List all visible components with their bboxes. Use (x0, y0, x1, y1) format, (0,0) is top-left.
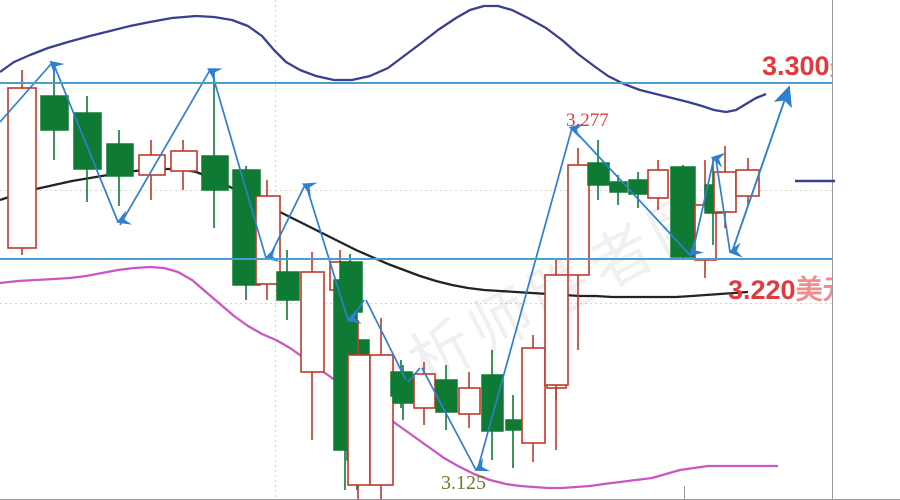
candle (435, 365, 458, 430)
candle (481, 350, 504, 460)
candle (73, 96, 102, 202)
current-price-marker (795, 179, 835, 183)
candle (7, 70, 37, 255)
candle (647, 160, 669, 210)
price-axis[interactable]: 3.300 3.250 3.200 (832, 0, 900, 500)
resistance-line-3300[interactable] (0, 82, 832, 84)
candle (201, 70, 229, 228)
axis-divider (832, 0, 833, 500)
candle (544, 260, 569, 450)
candle (458, 372, 481, 428)
support-annotation-value: 3.220 (728, 275, 796, 305)
bollinger-upper-band (0, 4, 767, 114)
candle (609, 175, 628, 205)
bollinger-lower-band (0, 265, 778, 490)
candle (369, 318, 394, 500)
swing-high-annotation: 3.277 (566, 110, 609, 131)
bottom-axis-tick (684, 486, 685, 500)
candle (587, 140, 610, 200)
candle (276, 250, 300, 320)
candle (521, 335, 546, 462)
chart-plot-area[interactable]: 分析师胜者圈 (0, 0, 832, 500)
resistance-annotation-value: 3.300 (762, 51, 830, 81)
support-line-3220[interactable] (0, 258, 832, 260)
candle (505, 395, 522, 468)
gridline-horizontal-3250 (0, 190, 832, 191)
trend-zigzag-lines (0, 60, 743, 472)
moving-average-line (0, 167, 749, 299)
swing-low-annotation: 3.125 (441, 472, 486, 494)
chart-series-layer (0, 4, 792, 500)
candle (300, 252, 325, 440)
candle (670, 165, 696, 258)
candle (170, 140, 198, 190)
candle (628, 172, 648, 208)
projection-arrow (731, 85, 792, 253)
candle (567, 148, 590, 350)
candle (40, 62, 69, 160)
candle (106, 130, 134, 206)
candlestick-series (7, 62, 760, 500)
gridline-horizontal-3200 (0, 303, 832, 304)
